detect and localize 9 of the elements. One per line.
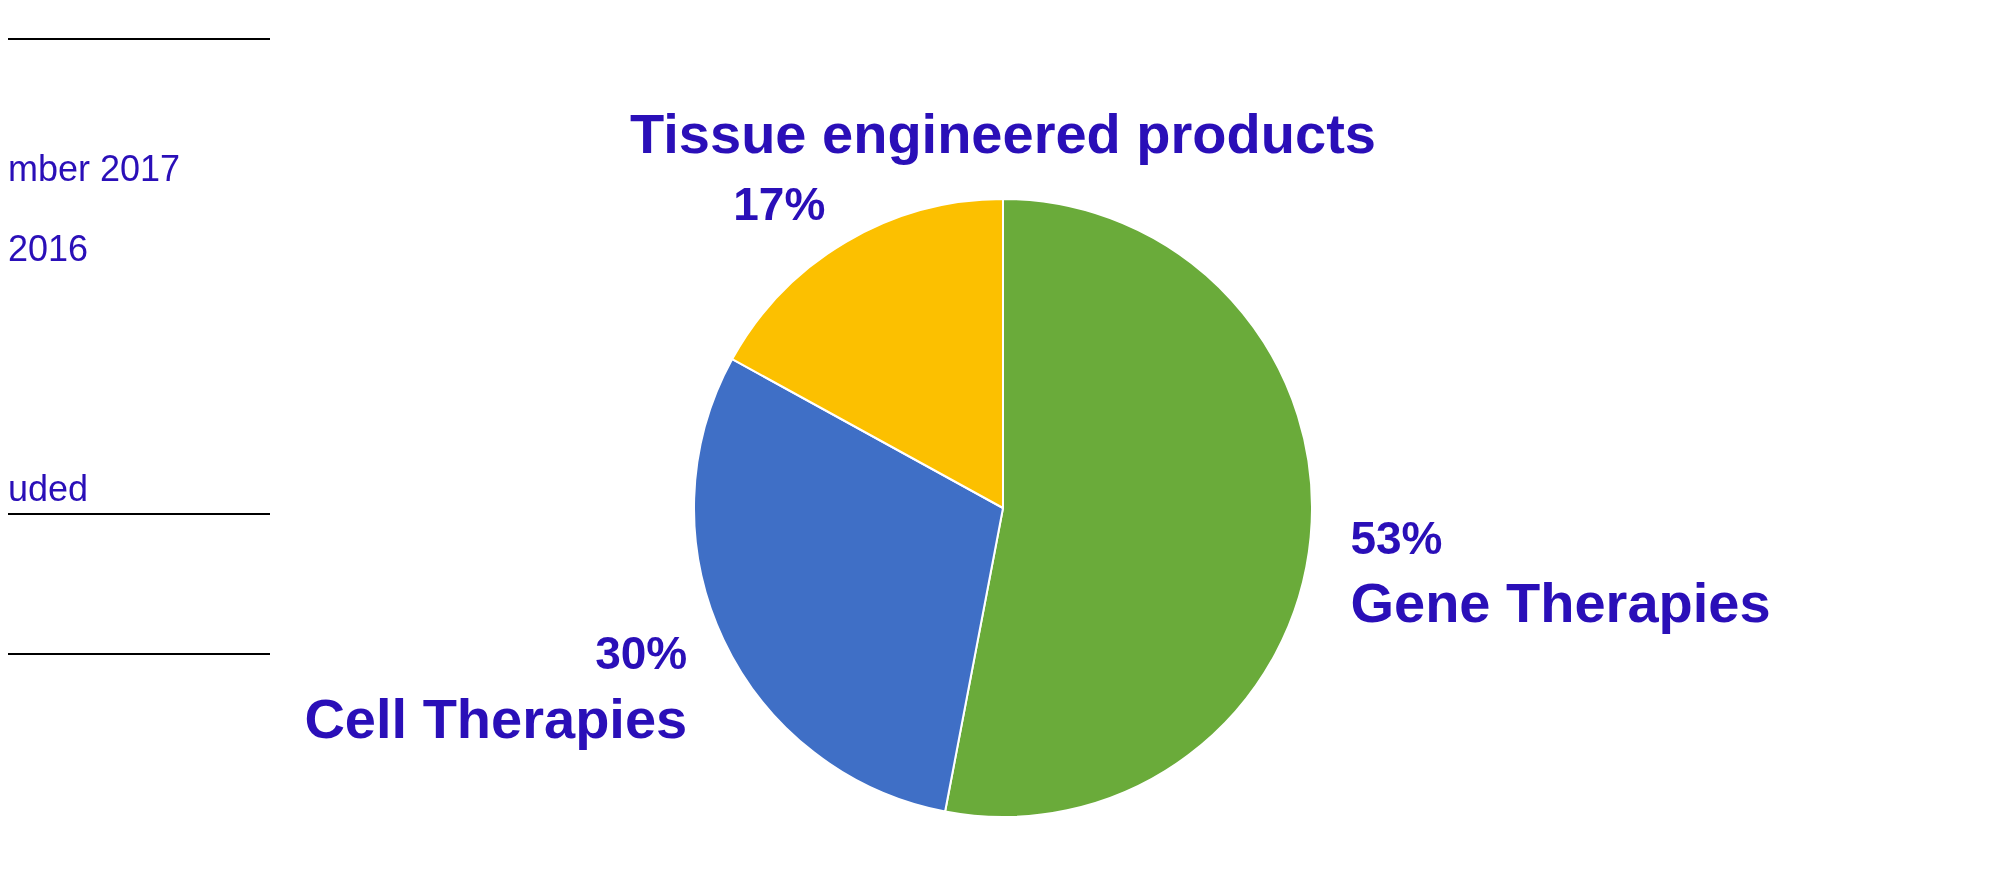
- data-label: 30%: [595, 627, 688, 680]
- slice-label: Tissue engineered products: [630, 102, 1376, 166]
- slice-label: Gene Therapies: [1350, 571, 1771, 635]
- text: 2016: [8, 228, 89, 270]
- data-label: 17%: [733, 178, 826, 231]
- slice-label: Cell Therapies: [304, 687, 688, 751]
- text: mber 2017: [8, 148, 181, 190]
- text: uded: [8, 468, 89, 510]
- data-label: 53%: [1350, 511, 1443, 564]
